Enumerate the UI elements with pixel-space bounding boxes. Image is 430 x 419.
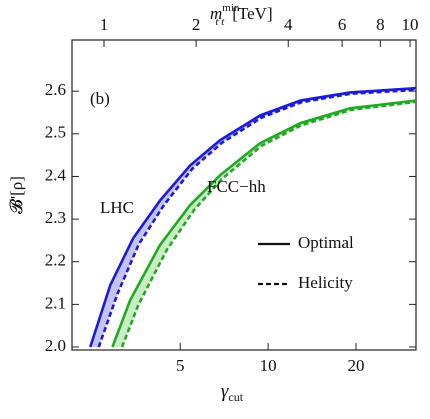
y-tick-label: 2.5	[45, 123, 66, 142]
series-line	[97, 88, 416, 348]
x2-tick-label: 10	[402, 15, 419, 34]
y-axis-label: 𝓑'[ρ]	[7, 176, 26, 214]
x-axis-label: γcut	[221, 381, 244, 403]
series-line	[120, 100, 416, 348]
legend-label: Helicity	[298, 273, 353, 292]
legend-label: Optimal	[298, 233, 354, 252]
series-line	[89, 86, 416, 348]
x-label-sub: cut	[228, 390, 243, 404]
x2-label-sub: t t	[215, 16, 225, 28]
band-fill	[90, 88, 416, 348]
x2-tick-label: 8	[376, 15, 385, 34]
x2-tick-label: 6	[338, 15, 347, 34]
annotation: LHC	[100, 198, 134, 217]
y-tick-label: 2.0	[45, 336, 66, 355]
band-fill	[112, 100, 416, 348]
x2-label-unit: [TeV]	[232, 4, 272, 23]
x2-tick-label: 2	[192, 15, 201, 34]
y-tick-label: 2.4	[45, 165, 67, 184]
y-tick-label: 2.3	[45, 208, 66, 227]
y-tick-label: 2.2	[45, 251, 66, 270]
x2-axis-label: mmin t t [TeV]	[210, 2, 273, 28]
y-tick-label: 2.1	[45, 293, 66, 312]
plot-frame	[71, 39, 417, 351]
annotation: (b)	[90, 89, 110, 108]
x-label-main: γ	[221, 381, 229, 402]
series-line	[111, 99, 416, 348]
x-tick-label: 10	[260, 356, 277, 375]
x2-label-sup: min	[222, 2, 240, 14]
x2-tick-label: 1	[100, 15, 109, 34]
x2-label-main: m	[210, 4, 222, 23]
y-tick-label: 2.6	[45, 80, 66, 99]
annotation: FCC−hh	[207, 177, 266, 196]
x-tick-label: 5	[176, 356, 185, 375]
x-tick-label: 20	[348, 356, 365, 375]
x2-tick-label: 4	[284, 15, 293, 34]
